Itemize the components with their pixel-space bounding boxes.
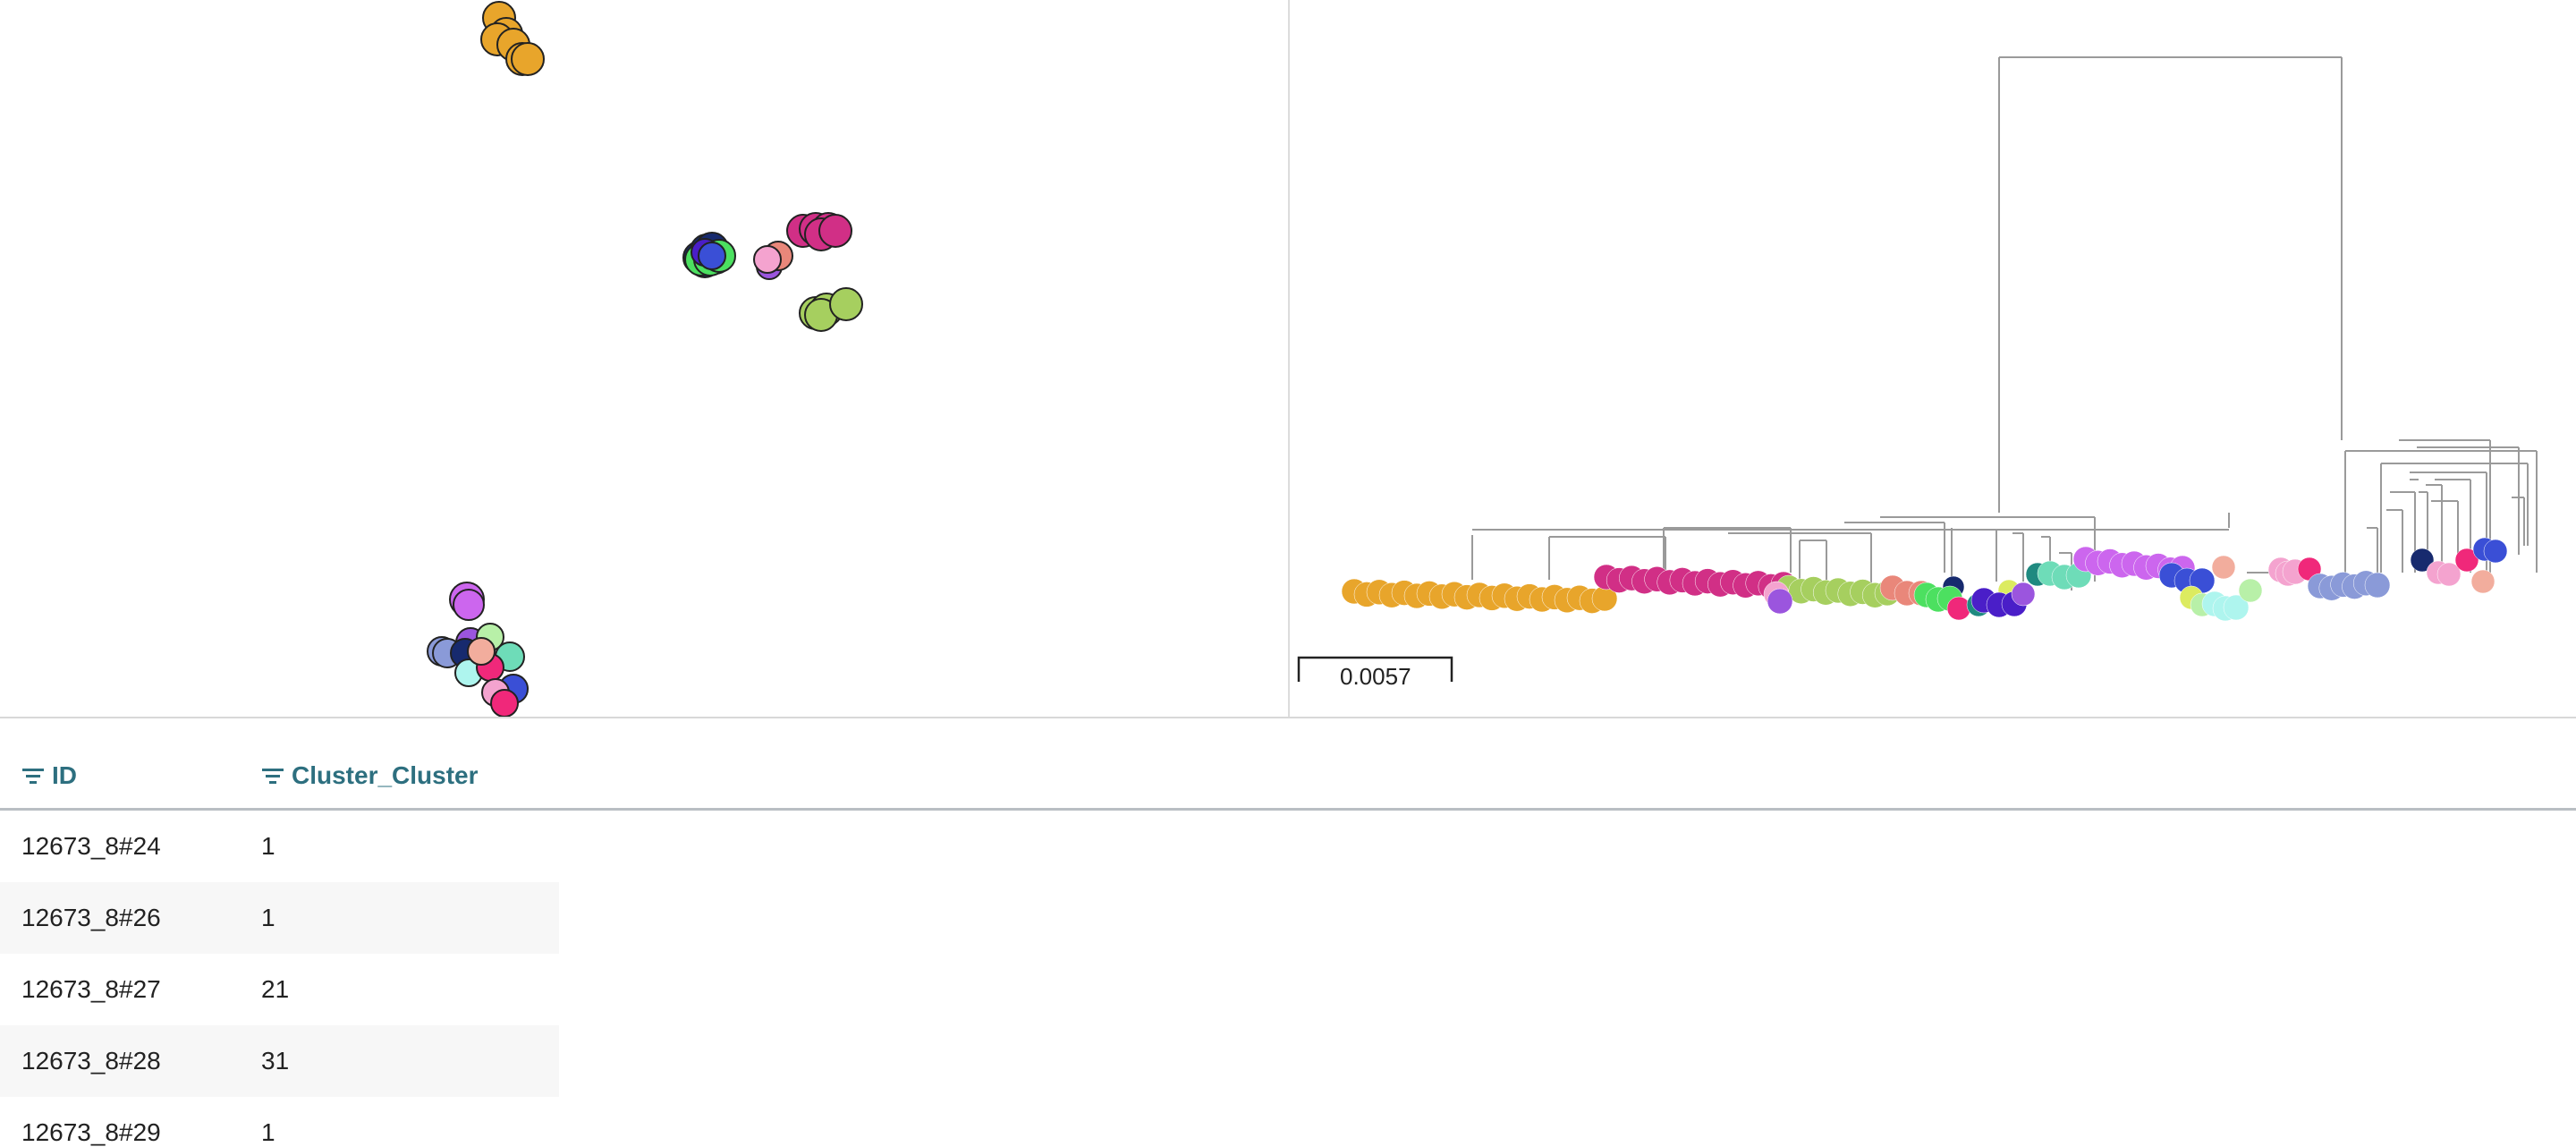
cell-cluster: 31: [261, 1047, 289, 1075]
cell-id: 12673_8#24: [21, 832, 161, 861]
cell-id: 12673_8#28: [21, 1047, 161, 1075]
cell-id: 12673_8#27: [21, 975, 161, 1004]
cell-id: 12673_8#29: [21, 1118, 161, 1147]
table-row[interactable]: 12673_8#24 1: [0, 811, 559, 883]
sample-point[interactable]: [453, 590, 484, 620]
sample-point[interactable]: [699, 242, 725, 269]
column-header-id[interactable]: ID: [21, 761, 77, 790]
cell-cluster: 1: [261, 1118, 275, 1147]
tree-tip[interactable]: [2365, 573, 2390, 598]
column-header-label: ID: [52, 761, 77, 790]
tree-tip[interactable]: [2012, 582, 2035, 606]
tree-tip[interactable]: [2471, 570, 2495, 593]
tree-tip[interactable]: [2484, 540, 2507, 563]
column-header-label: Cluster_Cluster: [292, 761, 479, 790]
tree-tip[interactable]: [2239, 579, 2262, 602]
visualization-area: 0.0057: [0, 0, 2576, 718]
sample-point[interactable]: [512, 43, 544, 75]
table-row[interactable]: 12673_8#28 31: [0, 1025, 559, 1098]
sample-point[interactable]: [491, 690, 518, 717]
sample-point[interactable]: [830, 288, 862, 320]
metadata-table: ID Cluster_Cluster 12673_8#24 1 12673_8#…: [0, 718, 2576, 1147]
filter-icon[interactable]: [261, 766, 284, 786]
scale-bar: 0.0057: [1299, 658, 1452, 690]
sample-point[interactable]: [754, 246, 781, 273]
column-header-cluster[interactable]: Cluster_Cluster: [261, 761, 479, 790]
tree-tip[interactable]: [2212, 556, 2235, 579]
tree-tip[interactable]: [1767, 589, 1792, 614]
embedding-plot[interactable]: [0, 0, 1288, 718]
tree-panel[interactable]: 0.0057: [1290, 0, 2576, 718]
phylogenetic-tree[interactable]: 0.0057: [1290, 0, 2576, 718]
cell-cluster: 1: [261, 904, 275, 932]
cell-id: 12673_8#26: [21, 904, 161, 932]
table-row[interactable]: 12673_8#27 21: [0, 954, 559, 1026]
scale-bar-label: 0.0057: [1340, 663, 1411, 690]
table-row[interactable]: 12673_8#26 1: [0, 882, 559, 955]
cell-cluster: 21: [261, 975, 289, 1004]
filter-icon[interactable]: [21, 766, 45, 786]
tree-tip[interactable]: [1947, 597, 1970, 620]
embedding-plot-panel[interactable]: [0, 0, 1288, 718]
cell-cluster: 1: [261, 832, 275, 861]
sample-point[interactable]: [468, 638, 495, 665]
sample-point[interactable]: [819, 215, 852, 247]
table-header: ID Cluster_Cluster: [0, 718, 2576, 811]
table-row[interactable]: 12673_8#29 1: [0, 1097, 559, 1147]
